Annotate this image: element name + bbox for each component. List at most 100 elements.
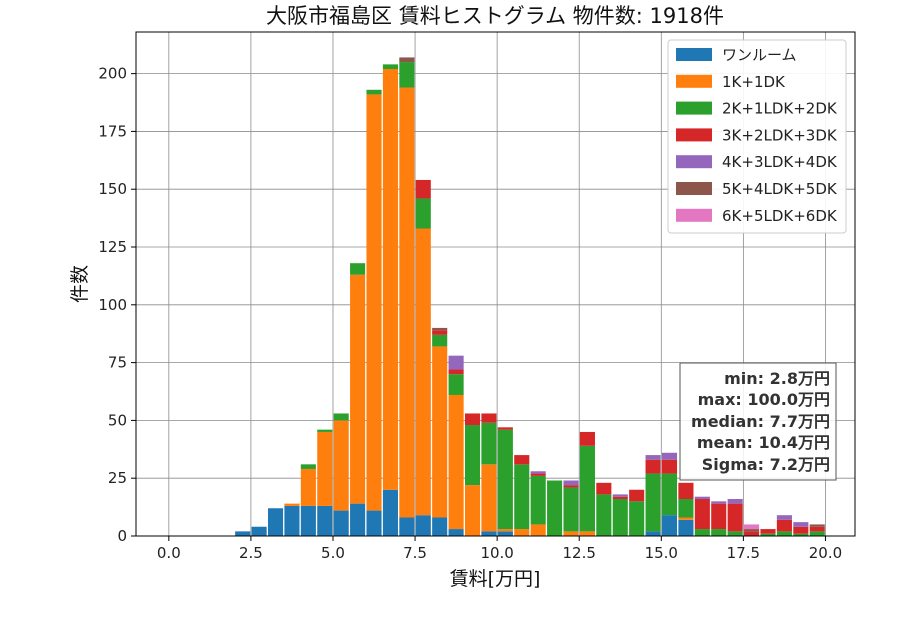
y-tick-label: 125 xyxy=(98,238,127,256)
bar-segment-2-16 xyxy=(497,429,513,530)
bar-segment-4-25 xyxy=(645,455,661,460)
bar-segment-3-27 xyxy=(678,482,694,500)
x-tick-label: 2.5 xyxy=(239,544,263,562)
chart-title: 大阪市福島区 賃料ヒストグラム 物件数: 1918件 xyxy=(266,4,724,28)
y-tick-label: 50 xyxy=(108,411,127,429)
bar-segment-3-32 xyxy=(760,529,776,534)
bar-segment-1-16 xyxy=(497,529,513,532)
bar-segment-1-9 xyxy=(382,68,398,490)
bar-segment-5-31 xyxy=(744,529,760,532)
x-tick-label: 20.0 xyxy=(809,544,842,562)
bar-segment-2-5 xyxy=(317,429,333,432)
bar-segment-0-10 xyxy=(399,517,415,536)
bar-segment-1-20 xyxy=(563,531,579,536)
bar-segment-0-11 xyxy=(415,515,431,536)
bar-segment-2-15 xyxy=(481,422,497,465)
legend-label-6: 6K+5LDK+6DK xyxy=(722,207,838,225)
bar-segment-1-8 xyxy=(366,94,382,511)
bar-segment-0-16 xyxy=(497,531,513,536)
x-axis-ticks: 0.0 2.5 5.0 7.5 10.0 12.5 15.0 17.5 20.0 xyxy=(157,536,842,562)
bar-segment-2-21 xyxy=(579,445,595,532)
bar-segment-2-14 xyxy=(464,425,481,486)
x-tick-label: 5.0 xyxy=(321,544,345,562)
x-tick-label: 0.0 xyxy=(157,544,181,562)
bars-group xyxy=(235,57,825,536)
bar-segment-1-4 xyxy=(300,468,316,506)
bar-segment-4-33 xyxy=(776,515,792,520)
legend-label-4: 4K+3LDK+4DK xyxy=(722,153,838,171)
bar-segment-2-28 xyxy=(694,529,710,536)
legend-swatch-2 xyxy=(676,101,712,115)
bar-segment-3-14 xyxy=(464,413,481,426)
bar-segment-6-31 xyxy=(744,524,760,530)
bar-segment-2-22 xyxy=(596,494,612,536)
bar-segment-5-10 xyxy=(399,57,415,63)
bar-segment-4-26 xyxy=(661,452,678,460)
bar-segment-2-29 xyxy=(711,529,727,536)
bar-segment-1-10 xyxy=(399,87,415,518)
bar-segment-1-13 xyxy=(448,394,464,530)
y-tick-label: 0 xyxy=(117,527,127,545)
bar-segment-1-14 xyxy=(464,485,481,536)
bar-segment-2-34 xyxy=(793,533,809,536)
bar-segment-3-26 xyxy=(661,459,678,474)
bar-segment-2-13 xyxy=(448,374,464,395)
bar-segment-1-17 xyxy=(514,529,530,536)
bar-segment-2-24 xyxy=(629,501,645,536)
plot-frame xyxy=(135,31,856,537)
bar-segment-0-7 xyxy=(350,503,366,536)
bar-segment-0-27 xyxy=(678,519,694,536)
bar-segment-2-9 xyxy=(382,64,398,69)
bar-segment-1-18 xyxy=(530,524,546,536)
y-tick-label: 25 xyxy=(108,469,127,487)
bar-segment-4-30 xyxy=(727,499,743,504)
bar-segment-3-29 xyxy=(711,503,727,530)
bar-segment-4-23 xyxy=(612,494,628,497)
stats-sigma: Sigma: 7.2万円 xyxy=(702,455,830,474)
y-axis-title: 件数 xyxy=(69,265,91,303)
bar-segment-0-15 xyxy=(481,531,497,536)
stats-box xyxy=(679,362,837,481)
stats-median: median: 7.7万円 xyxy=(691,412,830,431)
y-tick-label: 75 xyxy=(108,354,127,372)
bar-segment-0-12 xyxy=(432,517,448,536)
bar-segment-1-27 xyxy=(678,517,694,520)
bar-segment-3-22 xyxy=(596,482,612,495)
bar-segment-3-17 xyxy=(514,455,530,465)
bar-segment-2-4 xyxy=(300,464,316,469)
bar-segment-1-15 xyxy=(481,464,497,532)
bar-segment-1-6 xyxy=(333,420,349,511)
bar-segment-3-20 xyxy=(563,485,579,488)
x-tick-label: 10.0 xyxy=(480,544,513,562)
bar-segment-2-20 xyxy=(563,487,579,532)
bar-segment-3-18 xyxy=(530,473,546,476)
bar-segment-3-35 xyxy=(809,526,825,532)
legend-label-2: 2K+1LDK+2DK xyxy=(722,100,838,118)
bar-segment-0-2 xyxy=(267,508,284,536)
stats-mean: mean: 10.4万円 xyxy=(697,433,830,452)
bar-segment-4-13 xyxy=(448,355,464,370)
stats-annotation: min: 2.8万円 max: 100.0万円 median: 7.7万円 me… xyxy=(679,362,837,481)
stats-min: min: 2.8万円 xyxy=(724,369,830,388)
legend-swatch-1 xyxy=(676,74,712,88)
bar-segment-2-11 xyxy=(415,198,431,229)
bar-segment-3-15 xyxy=(481,413,497,423)
bar-segment-1-12 xyxy=(432,346,448,518)
bar-segment-2-23 xyxy=(612,499,628,536)
bar-segment-0-5 xyxy=(317,505,333,536)
bar-segment-3-21 xyxy=(579,431,595,446)
x-tick-label: 15.0 xyxy=(645,544,678,562)
bar-segment-3-12 xyxy=(432,330,448,335)
legend-swatch-6 xyxy=(676,208,712,222)
bar-segment-0-3 xyxy=(284,505,300,536)
bar-segment-4-34 xyxy=(793,522,809,527)
bar-segment-1-11 xyxy=(415,228,431,516)
legend-label-5: 5K+4LDK+5DK xyxy=(722,180,838,198)
bar-segment-2-25 xyxy=(645,473,661,532)
bar-segment-3-25 xyxy=(645,459,661,474)
bar-segment-4-29 xyxy=(711,501,727,504)
stats-max: max: 100.0万円 xyxy=(698,390,830,409)
bar-segment-0-9 xyxy=(382,489,398,536)
bar-segment-3-33 xyxy=(776,519,792,532)
